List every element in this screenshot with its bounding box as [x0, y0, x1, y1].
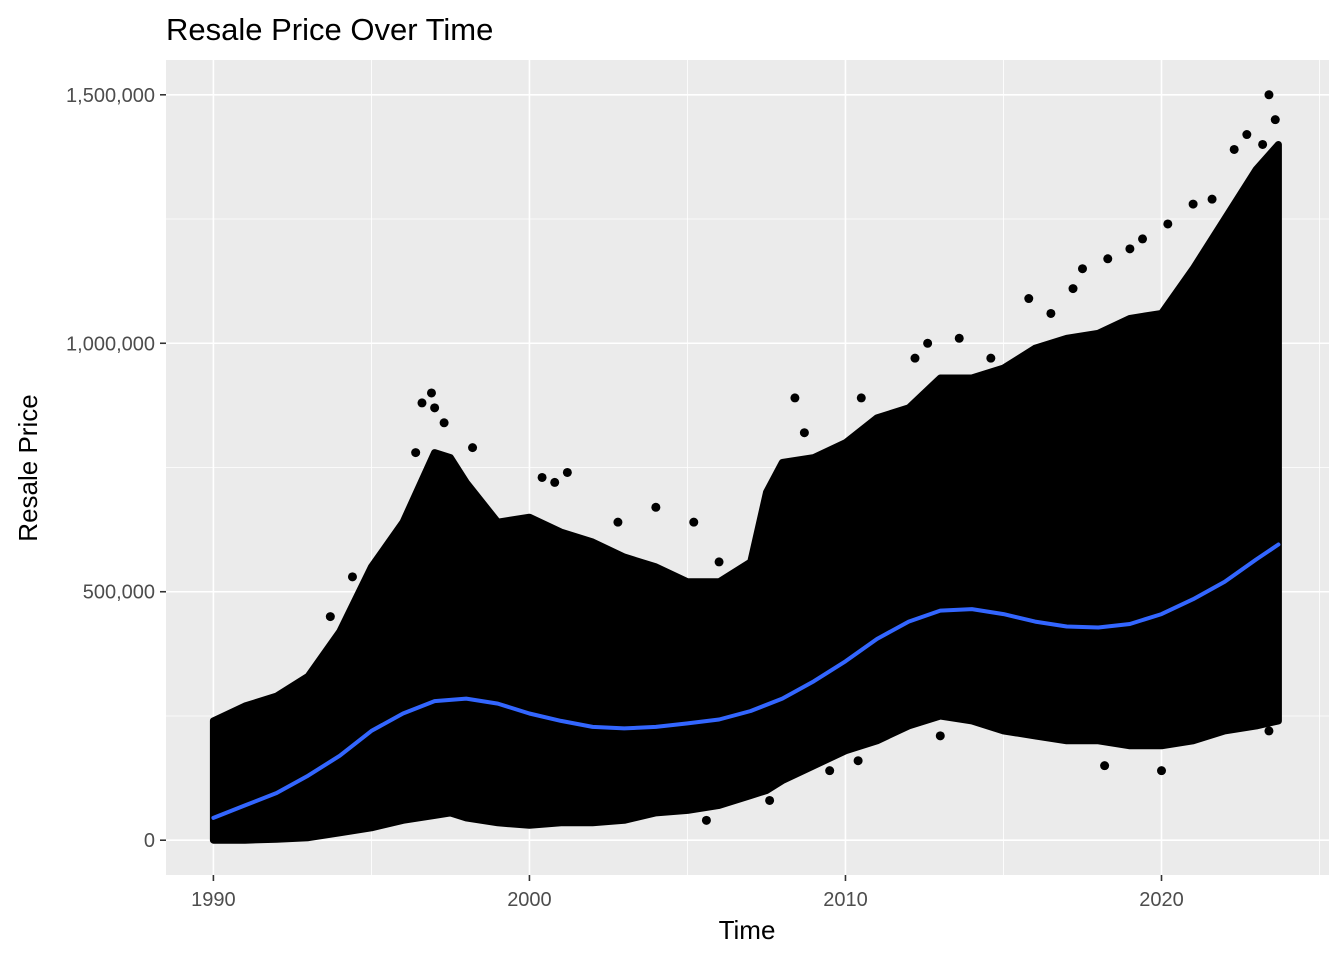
- data-point: [1100, 761, 1110, 771]
- data-point: [689, 517, 699, 527]
- data-point: [1264, 90, 1274, 100]
- data-point: [954, 333, 964, 343]
- data-point: [856, 393, 866, 403]
- data-point: [1024, 294, 1034, 304]
- data-point: [1125, 244, 1135, 254]
- data-point: [1258, 139, 1268, 149]
- data-point: [853, 756, 863, 766]
- data-point: [417, 398, 427, 408]
- y-tick-label: 1,000,000: [66, 333, 155, 355]
- data-point: [613, 517, 623, 527]
- data-point: [1270, 115, 1280, 125]
- data-point: [765, 795, 775, 805]
- data-point: [1046, 308, 1056, 318]
- data-point: [986, 353, 996, 363]
- x-axis-title: Time: [719, 915, 776, 945]
- data-point: [1163, 219, 1173, 229]
- data-point: [439, 418, 449, 428]
- data-point: [651, 502, 661, 512]
- data-point: [910, 353, 920, 363]
- data-point: [430, 403, 440, 413]
- x-tick-label: 2000: [507, 889, 552, 911]
- data-point: [714, 557, 724, 567]
- data-point: [701, 815, 711, 825]
- data-point: [1138, 234, 1148, 244]
- data-point: [1229, 144, 1239, 154]
- smooth-trend-line: [211, 542, 1281, 820]
- data-point: [325, 612, 335, 622]
- data-point: [347, 572, 357, 582]
- data-point: [923, 338, 933, 348]
- scatter-points: [325, 90, 1280, 825]
- data-point: [550, 477, 560, 487]
- data-point: [834, 443, 844, 453]
- x-tick-label: 2010: [823, 889, 868, 911]
- y-tick-label: 1,500,000: [66, 85, 155, 107]
- x-axis: 1990 2000 2010 2020: [191, 875, 1184, 911]
- loess-smooth-line: [211, 542, 1281, 820]
- data-point: [1188, 199, 1198, 209]
- plot-panel: [166, 60, 1329, 875]
- data-point: [1207, 194, 1217, 204]
- y-tick-label: 0: [144, 830, 155, 852]
- data-point: [1157, 766, 1167, 776]
- y-tick-label: 500,000: [83, 582, 155, 604]
- data-point: [1264, 726, 1274, 736]
- point-density-region: [209, 141, 1282, 844]
- data-point: [411, 448, 421, 458]
- data-point: [468, 443, 478, 453]
- x-tick-label: 2020: [1139, 889, 1184, 911]
- data-point: [935, 731, 945, 741]
- y-axis: 0 500,000 1,000,000 1,500,000: [66, 85, 166, 852]
- chart-title: Resale Price Over Time: [166, 12, 493, 47]
- data-point: [537, 472, 547, 482]
- data-point: [1242, 130, 1252, 140]
- data-point: [790, 393, 800, 403]
- data-point: [1077, 264, 1087, 274]
- data-point: [426, 388, 436, 398]
- y-axis-title: Resale Price: [13, 394, 43, 541]
- data-point: [1068, 284, 1078, 294]
- point-cloud-band: [209, 141, 1282, 844]
- x-tick-label: 1990: [191, 889, 236, 911]
- data-point: [825, 766, 835, 776]
- data-point: [799, 428, 809, 438]
- data-point: [562, 467, 572, 477]
- data-point: [1103, 254, 1113, 264]
